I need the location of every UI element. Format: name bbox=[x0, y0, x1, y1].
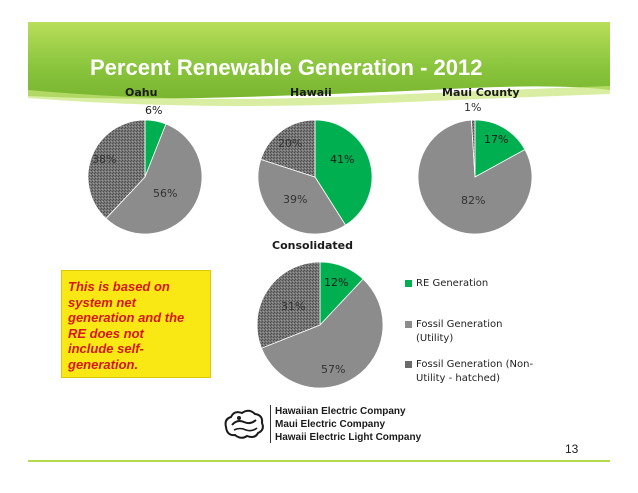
pie-maui-label-fossil-nonutility: 1% bbox=[464, 101, 482, 114]
page-number: 13 bbox=[565, 442, 579, 456]
pie-consolidated-slices bbox=[256, 261, 384, 389]
logo-divider bbox=[270, 405, 271, 443]
pie-maui bbox=[417, 119, 533, 235]
chart-title-consolidated: Consolidated bbox=[272, 239, 353, 252]
pie-maui-slice-re bbox=[474, 119, 526, 178]
company-name-hawaiian-electric: Hawaiian Electric Company bbox=[275, 406, 406, 417]
pie-maui-slice-fossil-utility bbox=[417, 119, 533, 235]
pie-oahu-label-fossil-nonutility: 38% bbox=[92, 153, 117, 166]
pie-hawaii-label-fossil-utility: 39% bbox=[283, 193, 308, 206]
slide-title: Percent Renewable Generation - 2012 bbox=[90, 55, 483, 80]
pie-consolidated-label-fossil-utility: 57% bbox=[321, 363, 346, 376]
legend-item-fossil-utility: Fossil Generation (Utility) bbox=[405, 318, 511, 346]
banner-swoosh bbox=[28, 86, 610, 106]
chart-title-hawaii: Hawaii bbox=[290, 86, 332, 99]
pie-consolidated-label-fossil-nonutility: 31% bbox=[281, 300, 306, 313]
pie-oahu-label-re: 6% bbox=[145, 104, 163, 117]
pie-oahu-slice-fossil-nonutility bbox=[87, 119, 146, 220]
pie-maui-slices bbox=[417, 119, 533, 235]
pie-hawaii-slice-fossil-nonutility bbox=[260, 119, 316, 178]
chart-title-maui: Maui County bbox=[442, 86, 520, 99]
pie-hawaii-label-fossil-nonutility: 20% bbox=[278, 137, 303, 150]
pie-hawaii-slices bbox=[257, 119, 373, 235]
pie-consolidated bbox=[256, 261, 384, 389]
legend-item-re: RE Generation bbox=[405, 277, 546, 291]
pie-maui-slice-fossil-nonutility bbox=[470, 119, 476, 178]
pie-consolidated-slice-fossil-nonutility bbox=[256, 261, 321, 349]
legend-swatch-re bbox=[405, 280, 412, 287]
pie-oahu-label-fossil-utility: 56% bbox=[153, 187, 178, 200]
pie-maui-label-re: 17% bbox=[484, 133, 509, 146]
pie-hawaii bbox=[257, 119, 373, 235]
pie-oahu-slice-fossil-utility bbox=[105, 123, 203, 235]
pie-hawaii-slice-fossil-utility bbox=[257, 158, 347, 235]
legend-label-fossil-utility: Fossil Generation (Utility) bbox=[416, 319, 503, 344]
legend-label-re: RE Generation bbox=[416, 278, 489, 289]
legend-swatch-fossil-utility bbox=[405, 321, 412, 328]
legend-swatch-fossil-nonutility bbox=[405, 361, 412, 368]
company-logo-icon bbox=[224, 409, 264, 439]
pie-oahu bbox=[87, 119, 203, 235]
note-box: This is based on system net generation a… bbox=[61, 270, 211, 378]
company-name-maui-electric: Maui Electric Company bbox=[275, 419, 386, 430]
note-text: This is based on system net generation a… bbox=[68, 279, 185, 372]
footer-line bbox=[28, 460, 610, 462]
pie-hawaii-label-re: 41% bbox=[330, 153, 355, 166]
company-name-hawaii-electric-light: Hawaii Electric Light Company bbox=[275, 432, 422, 443]
chart-title-oahu: Oahu bbox=[125, 86, 158, 99]
pie-oahu-slices bbox=[87, 119, 203, 235]
pie-consolidated-slice-fossil-utility bbox=[260, 278, 384, 389]
pie-consolidated-label-re: 12% bbox=[324, 276, 349, 289]
pie-maui-label-fossil-utility: 82% bbox=[461, 194, 486, 207]
legend-label-fossil-nonutility: Fossil Generation (Non-Utility - hatched… bbox=[416, 359, 534, 384]
title-banner bbox=[28, 22, 610, 99]
legend-item-fossil-nonutility: Fossil Generation (Non-Utility - hatched… bbox=[405, 358, 541, 386]
